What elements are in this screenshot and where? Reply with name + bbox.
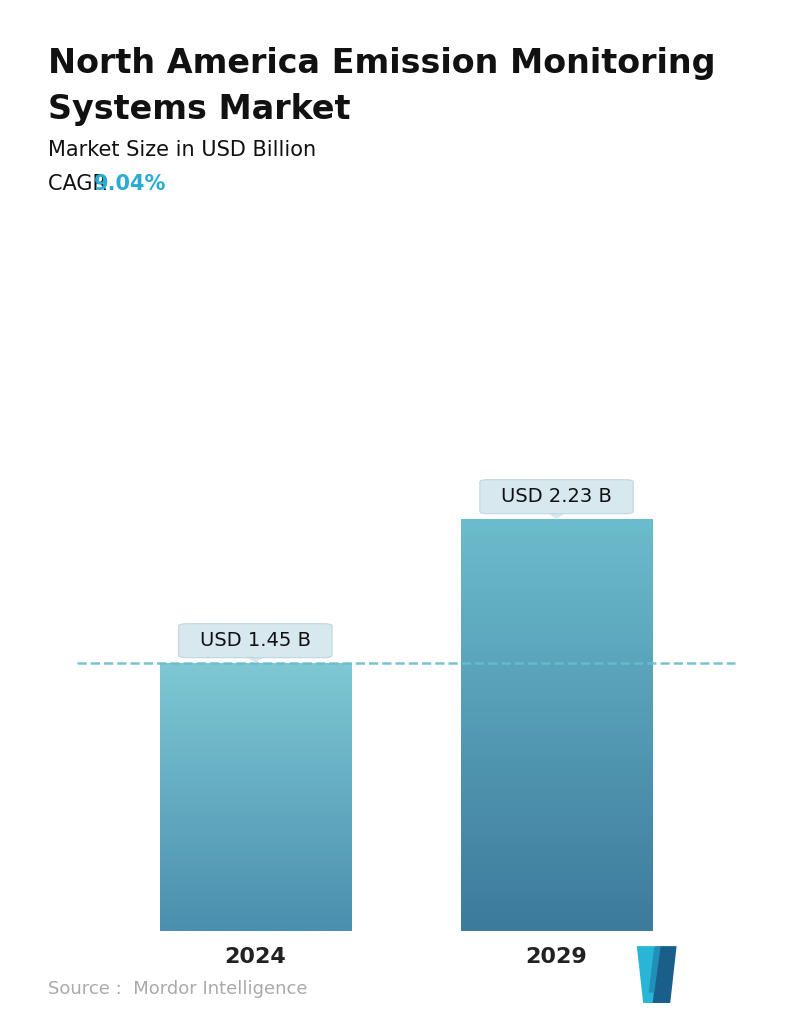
Text: USD 1.45 B: USD 1.45 B <box>200 631 311 650</box>
Text: Market Size in USD Billion: Market Size in USD Billion <box>48 140 316 159</box>
FancyBboxPatch shape <box>178 624 332 658</box>
Text: Source :  Mordor Intelligence: Source : Mordor Intelligence <box>48 980 307 998</box>
FancyBboxPatch shape <box>480 480 634 514</box>
Text: North America Emission Monitoring: North America Emission Monitoring <box>48 47 716 80</box>
Text: 9.04%: 9.04% <box>94 174 166 193</box>
Polygon shape <box>546 512 567 518</box>
Text: USD 2.23 B: USD 2.23 B <box>501 487 612 507</box>
Text: CAGR: CAGR <box>48 174 113 193</box>
Polygon shape <box>245 656 266 662</box>
Text: Systems Market: Systems Market <box>48 93 350 126</box>
